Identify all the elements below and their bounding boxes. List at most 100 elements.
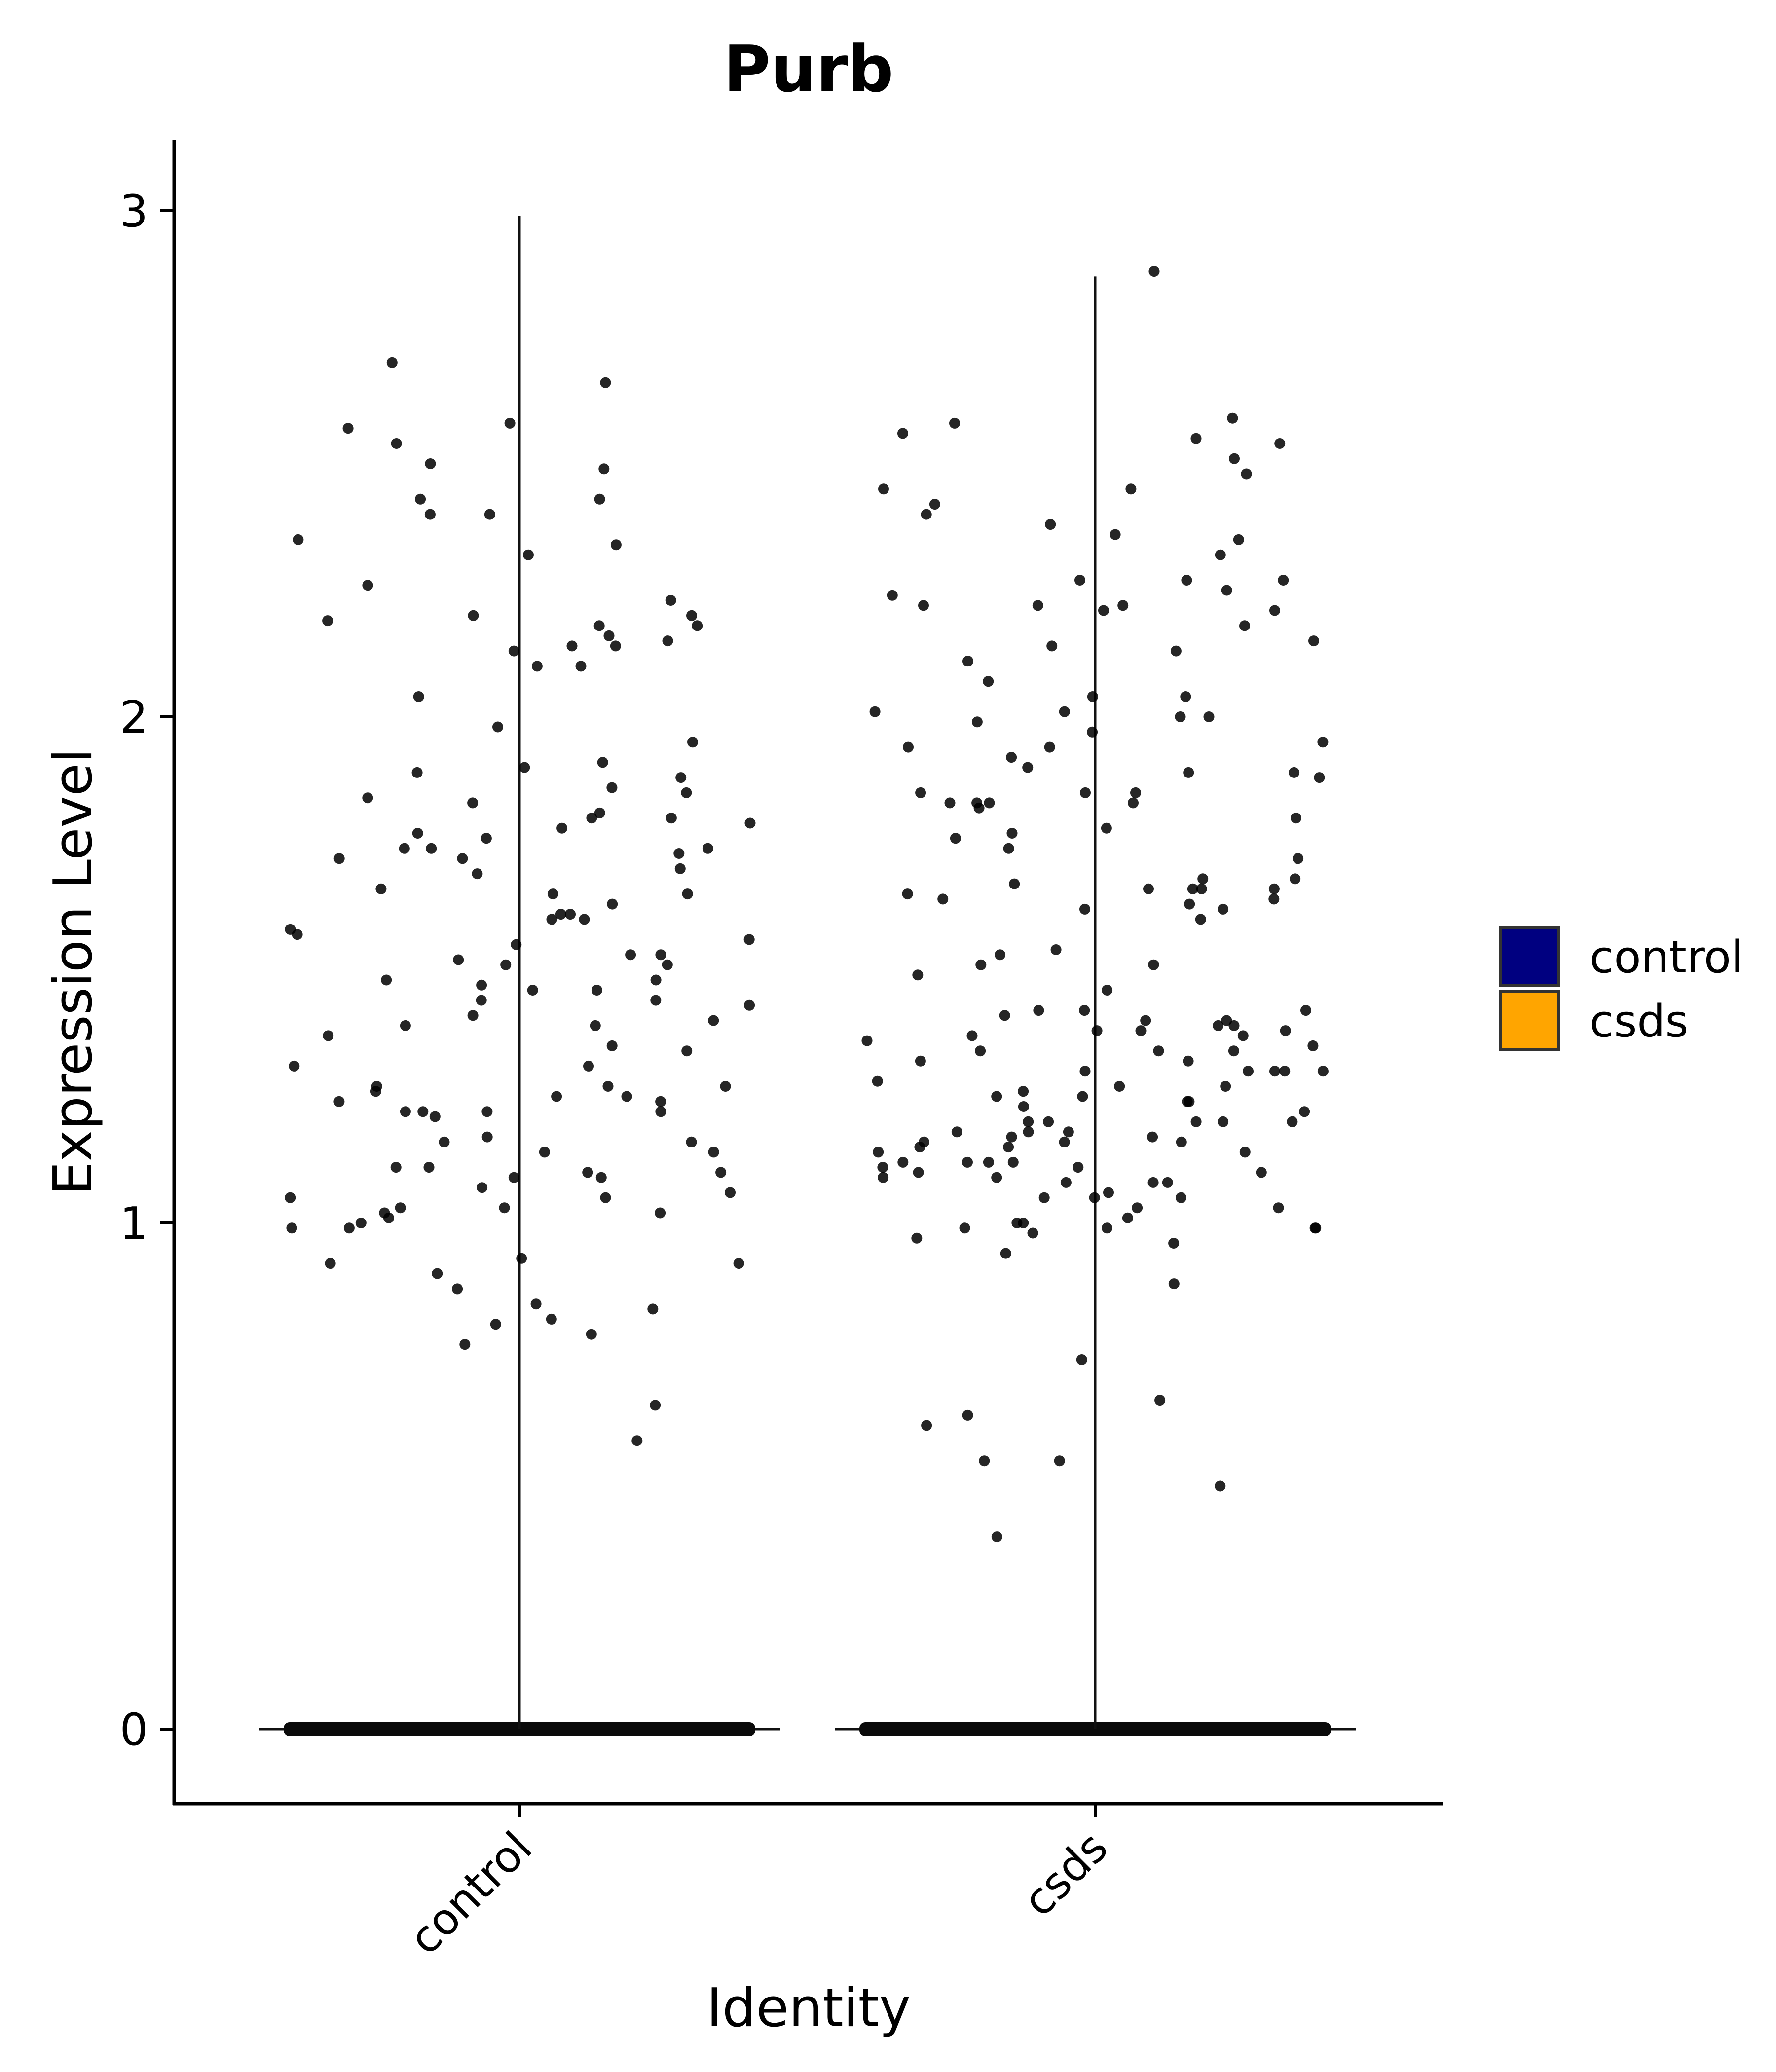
data-point [1110,529,1121,540]
data-point [1063,1126,1074,1138]
data-point [1195,914,1206,925]
data-point [1038,1192,1050,1203]
data-point [590,1020,601,1031]
data-point [1268,893,1280,905]
data-point [375,883,387,894]
data-point [452,1283,463,1295]
data-point [1143,883,1154,894]
data-point [1293,853,1304,864]
data-point [1190,433,1202,444]
data-point [1213,1020,1224,1031]
data-point [911,1232,923,1244]
data-point [1317,1066,1329,1077]
data-point [508,1172,519,1183]
violin-group-control [259,216,780,1736]
data-point [516,1253,527,1264]
data-point [1147,1131,1158,1143]
data-point [1018,1218,1029,1228]
data-point [1227,412,1238,424]
data-point [381,974,392,986]
data-point [1091,1025,1103,1036]
data-point [600,377,611,388]
data-point [1079,1005,1090,1016]
data-point [481,833,492,844]
data-point [744,817,756,829]
data-point [971,797,983,809]
data-point [1237,1030,1249,1041]
data-point [432,1268,443,1279]
data-point [343,1222,355,1234]
data-point [546,914,557,925]
data-point [565,909,576,920]
data-point [508,645,519,657]
data-point [400,1106,411,1117]
data-point [647,1303,659,1315]
data-point [662,635,673,647]
data-point [1059,1136,1070,1147]
data-point [1203,711,1215,722]
data-point [391,438,402,449]
data-point [556,822,568,834]
data-point [959,1222,970,1234]
data-point [1022,762,1034,773]
data-point [666,813,677,824]
data-point [490,1319,501,1330]
data-point [333,1096,345,1107]
data-point [1007,1156,1019,1168]
data-point [1080,787,1091,798]
data-point [962,1409,973,1421]
data-point [426,843,437,854]
data-point [594,807,605,818]
data-point [395,1202,406,1214]
data-point [1197,873,1209,885]
violin-group-csds [835,266,1356,1736]
data-point [929,499,940,510]
data-point [1168,1238,1180,1249]
data-point [743,934,755,945]
data-point [650,995,662,1006]
data-point [1050,944,1062,955]
data-point [439,1136,450,1147]
data-point [1087,726,1098,738]
data-point [1218,1116,1229,1127]
data-point [1278,575,1289,586]
y-tick-label: 0 [120,1704,148,1756]
data-point [1006,828,1018,839]
data-point [861,1035,873,1046]
data-point [681,1045,693,1057]
data-point [504,417,516,429]
data-point [1006,752,1017,763]
data-point [1140,1015,1151,1026]
data-point [1229,453,1240,464]
data-point [962,656,973,667]
data-point [519,762,530,773]
data-point [1176,1136,1187,1147]
data-point [715,1167,727,1178]
data-point [1228,1045,1239,1057]
data-point [1215,549,1226,560]
data-point [467,797,479,809]
data-point [413,691,424,702]
data-point [1221,585,1232,596]
data-point [472,868,483,880]
data-point [918,600,929,611]
data-point [586,813,597,824]
data-point [1269,605,1280,616]
data-point [468,610,479,621]
data-point [983,676,994,687]
data-point [342,423,354,434]
data-point [991,1531,1002,1543]
data-point [293,534,304,545]
data-point [655,1106,666,1117]
data-point [1154,1395,1166,1406]
data-point [1044,741,1055,753]
data-point [607,898,618,910]
legend-swatch-csds [1499,990,1560,1051]
data-point [386,357,398,368]
data-point [390,1162,402,1173]
data-point [400,1020,411,1031]
data-point [425,458,436,469]
data-point [950,833,961,844]
data-point [999,1010,1010,1021]
data-point [1079,1066,1091,1077]
